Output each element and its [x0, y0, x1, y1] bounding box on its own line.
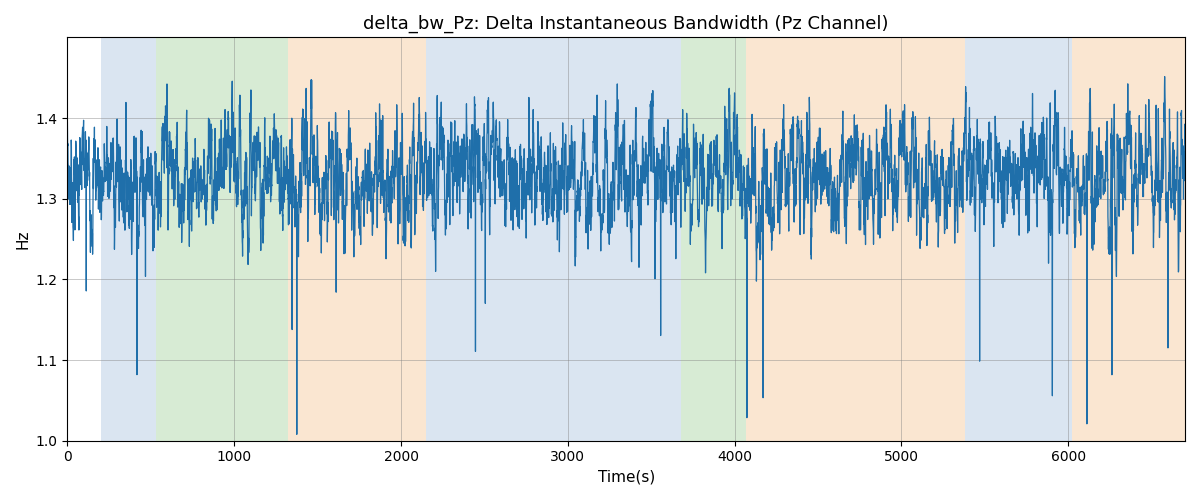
Title: delta_bw_Pz: Delta Instantaneous Bandwidth (Pz Channel): delta_bw_Pz: Delta Instantaneous Bandwid… [364, 15, 889, 34]
Bar [1072, 38, 1184, 440]
Bar [656, 38, 682, 440]
Bar [746, 38, 823, 440]
Bar [682, 38, 746, 440]
Bar [426, 38, 656, 440]
X-axis label: Time(s): Time(s) [598, 470, 655, 485]
Y-axis label: Hz: Hz [16, 230, 30, 249]
Bar [156, 38, 288, 440]
Bar [965, 38, 1072, 440]
Bar [823, 38, 965, 440]
Bar [101, 38, 156, 440]
Bar [288, 38, 426, 440]
